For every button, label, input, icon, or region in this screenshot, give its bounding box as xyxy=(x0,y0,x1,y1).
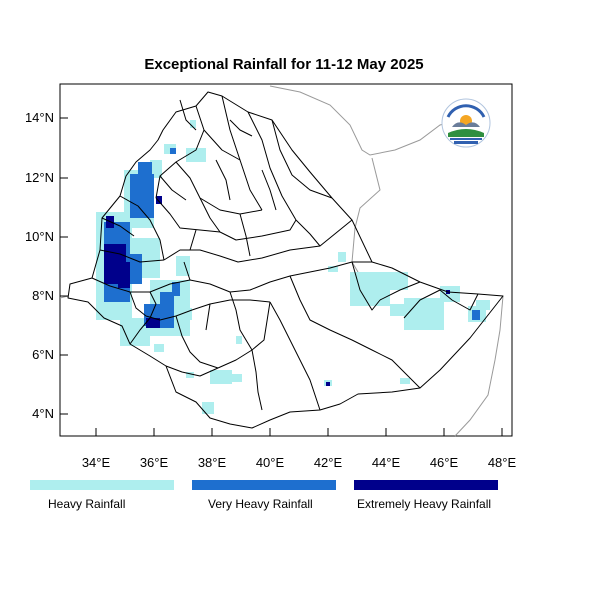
y-tick-14n: 14°N xyxy=(25,110,54,125)
axis-ticks xyxy=(60,117,503,436)
legend-swatch-heavy xyxy=(30,480,174,490)
country-outline xyxy=(67,91,504,429)
meteorology-agency-logo xyxy=(441,98,491,148)
y-tick-6n: 6°N xyxy=(32,347,54,362)
x-tick-40e: 40°E xyxy=(256,455,285,470)
legend-swatch-extremely-heavy xyxy=(354,480,498,490)
x-tick-36e: 36°E xyxy=(140,455,169,470)
legend-label-heavy: Heavy Rainfall xyxy=(48,497,126,511)
x-tick-48e: 48°E xyxy=(488,455,517,470)
y-tick-12n: 12°N xyxy=(25,170,54,185)
rainfall-cells xyxy=(96,120,490,414)
region-boundaries xyxy=(67,91,504,429)
legend-swatch-very-heavy xyxy=(192,480,336,490)
x-tick-38e: 38°E xyxy=(198,455,227,470)
x-tick-46e: 46°E xyxy=(430,455,459,470)
y-tick-labels: 14°N 12°N 10°N 8°N 6°N 4°N xyxy=(25,110,54,421)
x-tick-34e: 34°E xyxy=(82,455,111,470)
legend-label-extremely-heavy: Extremely Heavy Rainfall xyxy=(357,497,492,511)
x-tick-labels: 34°E 36°E 38°E 40°E 42°E 44°E 46°E 48°E xyxy=(82,455,517,470)
map-title: Exceptional Rainfall for 11-12 May 2025 xyxy=(144,56,424,73)
y-tick-4n: 4°N xyxy=(32,406,54,421)
y-tick-10n: 10°N xyxy=(25,229,54,244)
neighbor-borders xyxy=(59,85,504,437)
y-tick-8n: 8°N xyxy=(32,288,54,303)
x-tick-42e: 42°E xyxy=(314,455,343,470)
legend-label-very-heavy: Very Heavy Rainfall xyxy=(208,497,313,511)
x-tick-44e: 44°E xyxy=(372,455,401,470)
